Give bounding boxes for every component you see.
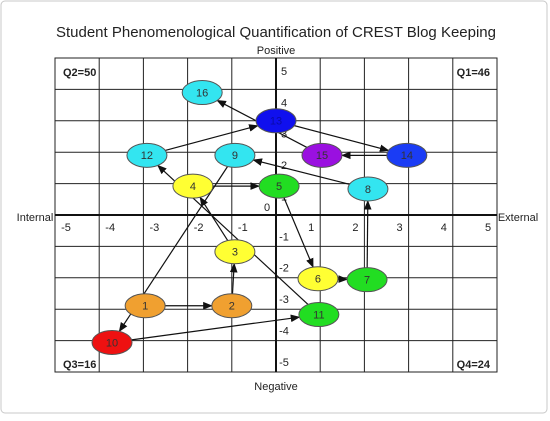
x-tick-label: -2 — [194, 222, 204, 234]
quadrant-label: Q2=50 — [63, 67, 96, 79]
x-tick-label: 5 — [485, 222, 491, 234]
y-tick-label: 4 — [281, 97, 287, 109]
point-label: 5 — [276, 181, 282, 193]
y-tick-label: 2 — [281, 160, 287, 172]
y-tick-label: 0 — [264, 202, 270, 214]
point-label: 8 — [365, 184, 371, 196]
point-label: 13 — [270, 116, 282, 128]
point-label: 9 — [232, 150, 238, 162]
y-negative-label: Negative — [254, 381, 297, 393]
arrow — [367, 201, 368, 268]
y-tick-label: -2 — [279, 263, 289, 275]
x-tick-label: -4 — [105, 222, 115, 234]
point-label: 1 — [142, 301, 148, 313]
point-label: 3 — [232, 247, 238, 259]
frame — [1, 1, 547, 413]
y-tick-label: -3 — [279, 294, 289, 306]
point-label: 12 — [141, 150, 153, 162]
x-tick-label: 1 — [308, 222, 314, 234]
point-label: 2 — [229, 301, 235, 313]
x-tick-label: 2 — [352, 222, 358, 234]
point-label: 6 — [315, 274, 321, 286]
quadrant-label: Q3=16 — [63, 359, 96, 371]
y-tick-label: -4 — [279, 326, 289, 338]
point-label: 14 — [401, 150, 413, 162]
x-tick-label: -5 — [61, 222, 71, 234]
x-tick-label: 4 — [441, 222, 447, 234]
point-label: 7 — [364, 275, 370, 287]
quadrant-label: Q4=24 — [457, 359, 491, 371]
point-label: 11 — [313, 309, 324, 321]
quadrant-label: Q1=46 — [457, 67, 490, 79]
x-negative-label: Internal — [17, 212, 54, 224]
point-label: 4 — [190, 181, 196, 193]
x-tick-label: -1 — [238, 222, 248, 234]
y-tick-label: 5 — [281, 66, 287, 78]
chart-title: Student Phenomenological Quantification … — [56, 24, 496, 41]
x-tick-label: 3 — [397, 222, 403, 234]
x-tick-label: -3 — [150, 222, 160, 234]
point-label: 15 — [316, 150, 328, 162]
y-tick-label: -1 — [279, 231, 289, 243]
point-label: 16 — [196, 87, 208, 99]
y-positive-label: Positive — [257, 45, 296, 57]
point-label: 10 — [106, 337, 118, 349]
x-positive-label: External — [498, 212, 538, 224]
y-tick-label: -5 — [279, 357, 289, 369]
